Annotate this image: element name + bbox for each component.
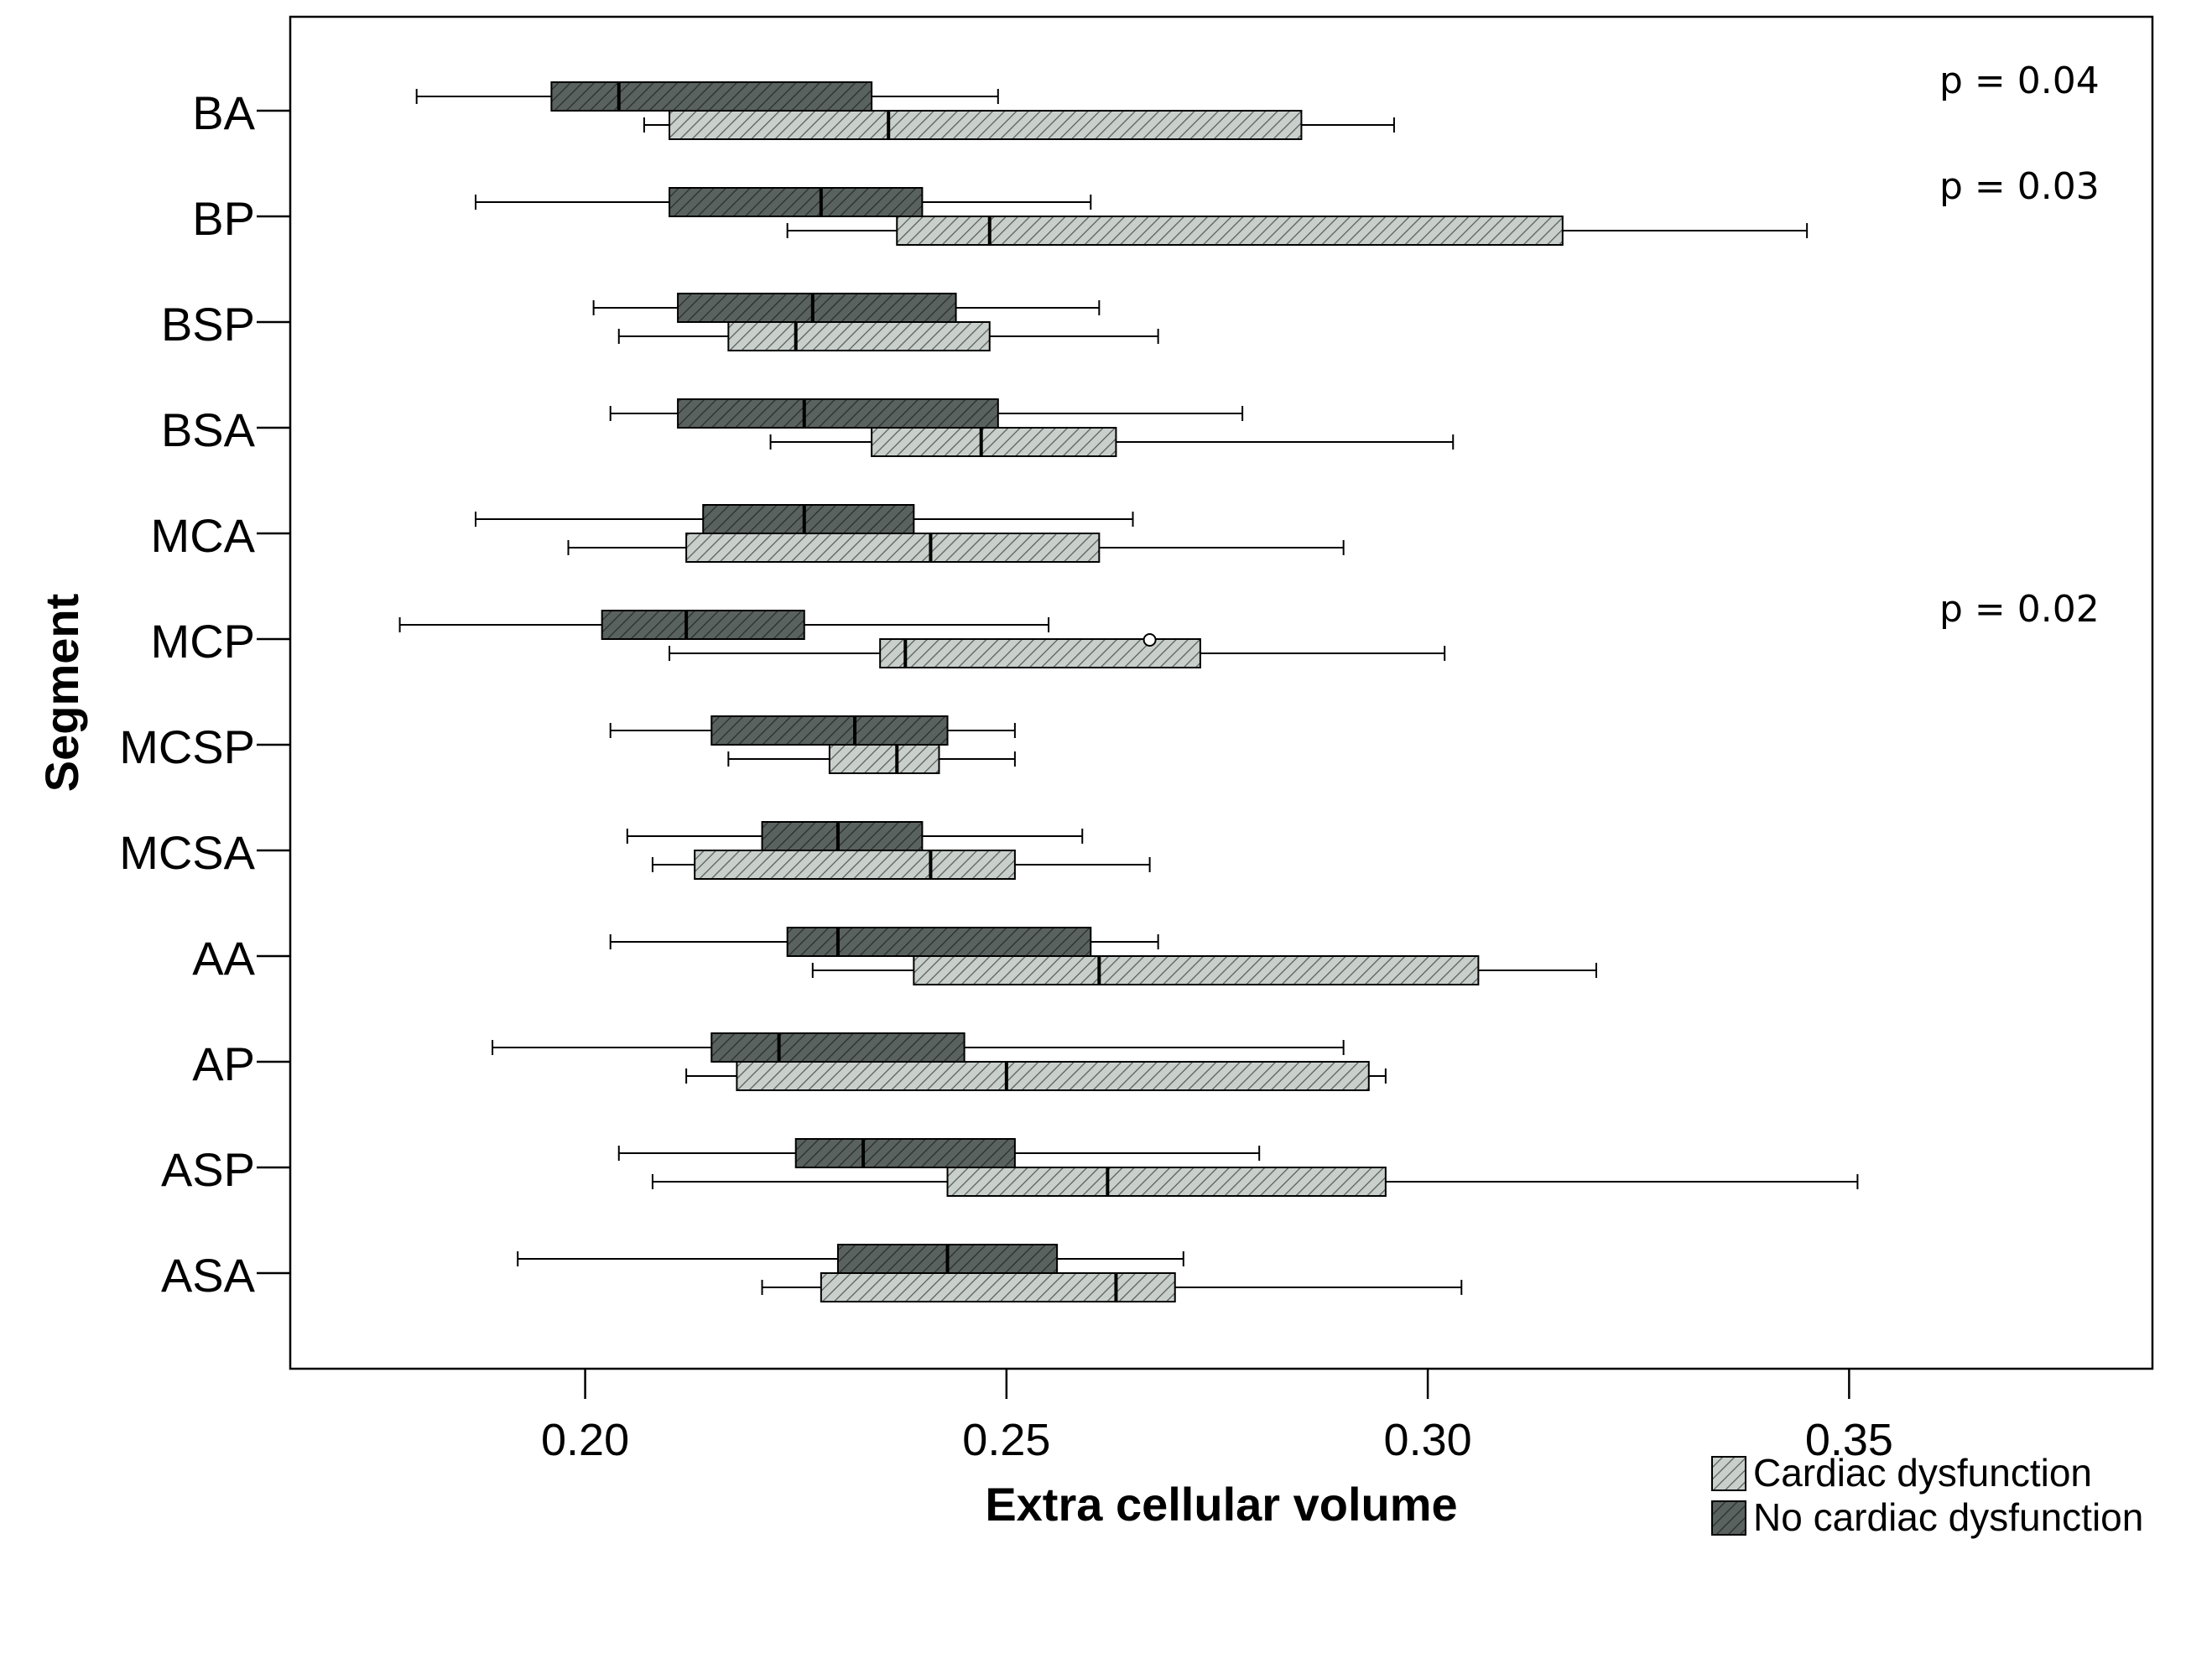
segment-group-bsa bbox=[609, 398, 1455, 457]
no-cardiac-dysfunction-ap-box bbox=[710, 1032, 965, 1063]
x-tick-label-0: 0.20 bbox=[541, 1415, 629, 1465]
cardiac-dysfunction-asp-box bbox=[946, 1167, 1387, 1197]
x-tick-label-3: 0.35 bbox=[1805, 1415, 1893, 1465]
legend-swatch-cardiac-dysfunction bbox=[1711, 1456, 1746, 1491]
cardiac-dysfunction-bsp-box bbox=[727, 321, 991, 351]
x-axis: 0.20 0.25 0.30 0.35 bbox=[541, 1369, 1893, 1465]
segment-group-ba bbox=[415, 81, 1395, 140]
y-tick-label-bp: BP bbox=[192, 192, 255, 245]
no-cardiac-dysfunction-bsp-box bbox=[677, 293, 957, 323]
no-cardiac-dysfunction-bp-box bbox=[669, 187, 924, 217]
legend-label-no-cardiac-dysfunction: No cardiac dysfunction bbox=[1753, 1495, 2143, 1539]
segment-group-aa bbox=[609, 927, 1598, 985]
segment-group-mcsp bbox=[609, 715, 1016, 774]
x-tick-label-2: 0.30 bbox=[1384, 1415, 1472, 1465]
y-tick-label-bsa: BSA bbox=[161, 403, 256, 456]
legend-swatch-no-cardiac-dysfunction bbox=[1711, 1500, 1746, 1536]
no-cardiac-dysfunction-asp-box bbox=[794, 1138, 1016, 1168]
p-value-annotations: p = 0.04 p = 0.03 p = 0.02 bbox=[1939, 60, 2100, 631]
segment-group-asp bbox=[617, 1138, 1859, 1197]
cardiac-dysfunction-ba-box bbox=[669, 110, 1303, 140]
cardiac-dysfunction-bp-box bbox=[896, 216, 1564, 246]
x-axis-title: Extra cellular volume bbox=[985, 1478, 1457, 1531]
y-axis: BA BP BSP BSA MCA MCP MCSP MCSA AA AP ASP ASA bbox=[119, 86, 290, 1302]
cardiac-dysfunction-mca-box bbox=[685, 533, 1101, 563]
y-tick-label-ba: BA bbox=[192, 86, 255, 139]
y-tick-label-mcsa: MCSA bbox=[119, 826, 255, 879]
cardiac-dysfunction-mcsa-box bbox=[694, 850, 1016, 880]
no-cardiac-dysfunction-ba-box bbox=[550, 81, 873, 112]
y-tick-label-asa: ASA bbox=[161, 1249, 256, 1302]
no-cardiac-dysfunction-aa-box bbox=[786, 927, 1092, 957]
cardiac-dysfunction-bsa-box bbox=[871, 427, 1117, 457]
y-axis-title: Segment bbox=[35, 594, 88, 793]
p-value-ba: p = 0.04 bbox=[1939, 60, 2100, 102]
segment-group-asa bbox=[517, 1244, 1463, 1302]
legend: Cardiac dysfunction No cardiac dysfuncti… bbox=[1711, 1451, 2143, 1539]
cardiac-dysfunction-ap-box bbox=[736, 1061, 1370, 1091]
no-cardiac-dysfunction-mcp-box bbox=[601, 610, 805, 640]
cardiac-dysfunction-aa-box bbox=[913, 955, 1480, 985]
cardiac-dysfunction-mcp-outlier-0 bbox=[1142, 633, 1157, 647]
segment-group-mcsa bbox=[626, 821, 1151, 880]
y-tick-label-asp: ASP bbox=[161, 1143, 255, 1196]
y-tick-label-aa: AA bbox=[192, 932, 255, 985]
segment-group-mcp bbox=[398, 610, 1446, 668]
cardiac-dysfunction-mcsp-box bbox=[828, 744, 940, 774]
segment-group-mca bbox=[474, 504, 1345, 563]
y-tick-label-bsp: BSP bbox=[161, 298, 255, 351]
no-cardiac-dysfunction-mcsp-box bbox=[710, 715, 949, 746]
no-cardiac-dysfunction-mcsa-box bbox=[761, 821, 924, 851]
segment-group-ap bbox=[492, 1032, 1387, 1091]
no-cardiac-dysfunction-bsa-box bbox=[677, 398, 999, 429]
y-tick-label-ap: AP bbox=[192, 1037, 255, 1090]
box-groups bbox=[398, 81, 1859, 1302]
legend-label-cardiac-dysfunction: Cardiac dysfunction bbox=[1753, 1451, 2092, 1495]
y-tick-label-mcsp: MCSP bbox=[119, 720, 255, 773]
x-tick-label-1: 0.25 bbox=[962, 1415, 1050, 1465]
cardiac-dysfunction-asa-box bbox=[820, 1272, 1176, 1302]
no-cardiac-dysfunction-mca-box bbox=[702, 504, 915, 534]
y-tick-label-mcp: MCP bbox=[151, 615, 255, 668]
y-tick-label-mca: MCA bbox=[151, 509, 256, 562]
segment-group-bsp bbox=[592, 293, 1159, 351]
p-value-bp: p = 0.03 bbox=[1939, 165, 2100, 208]
p-value-mcp: p = 0.02 bbox=[1939, 588, 2100, 631]
segment-group-bp bbox=[474, 187, 1809, 246]
plot-area-frame bbox=[289, 15, 2154, 1370]
